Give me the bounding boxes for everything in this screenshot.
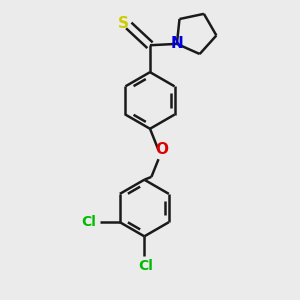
Text: Cl: Cl bbox=[81, 215, 96, 229]
Text: Cl: Cl bbox=[138, 259, 153, 273]
Text: O: O bbox=[155, 142, 168, 158]
Text: S: S bbox=[118, 16, 129, 31]
Text: N: N bbox=[170, 36, 183, 51]
